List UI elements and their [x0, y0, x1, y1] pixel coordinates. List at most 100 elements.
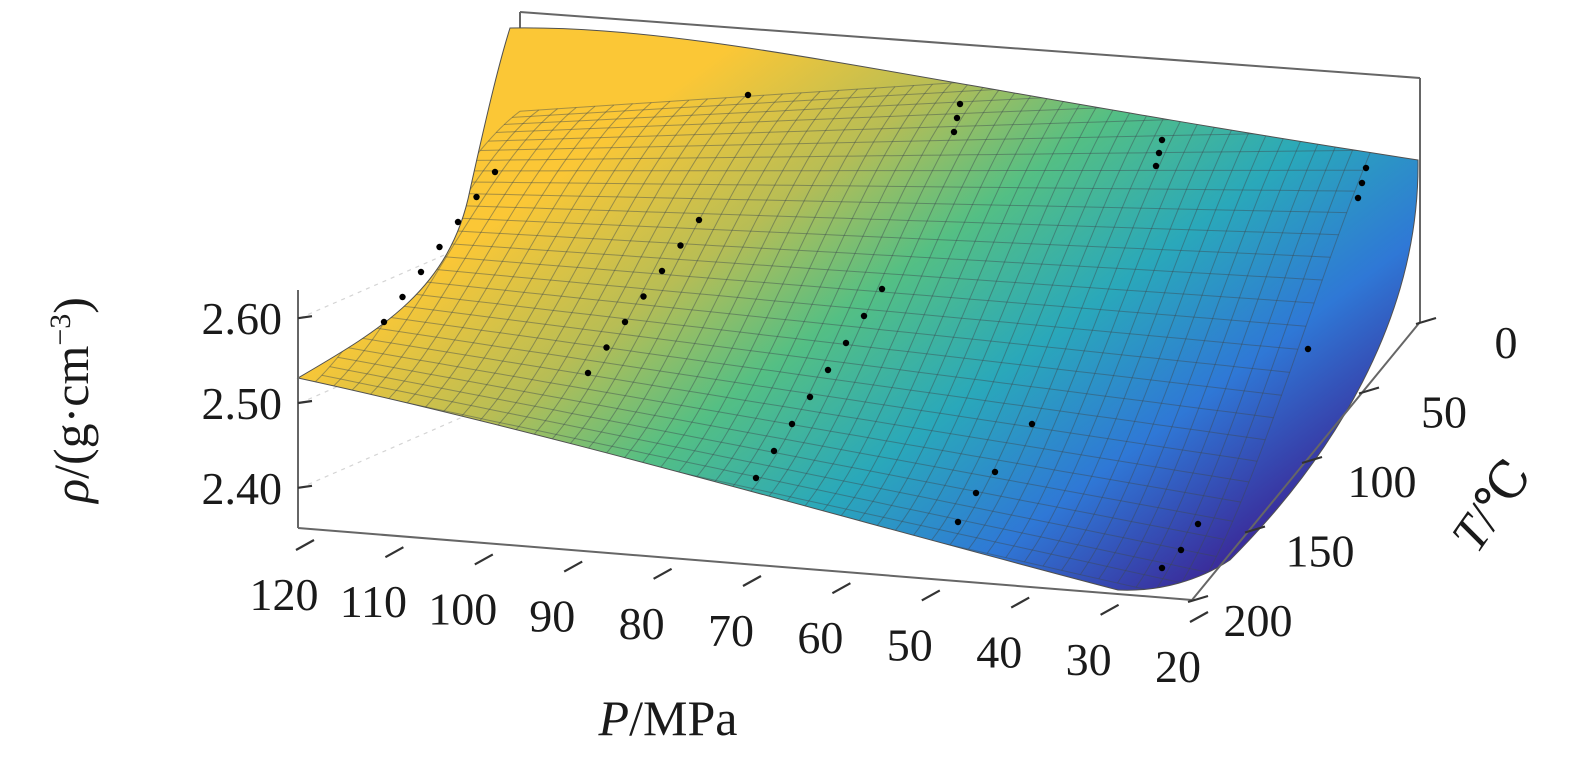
y-tick-mark — [1187, 594, 1209, 604]
mesh-line — [986, 65, 1215, 554]
mesh-line — [432, 216, 1331, 258]
mesh-line — [577, 92, 802, 461]
measured-point — [1158, 564, 1166, 572]
mesh-line — [856, 74, 1083, 525]
measured-point — [621, 318, 629, 326]
measured-point — [658, 267, 666, 275]
measured-point — [744, 91, 752, 99]
measured-point — [953, 114, 961, 122]
measured-point — [1362, 164, 1370, 172]
x-tick-label: 30 — [1066, 634, 1112, 685]
mesh-line — [558, 93, 783, 457]
mesh-line — [968, 66, 1196, 550]
measured-point — [584, 369, 592, 377]
x-tick-mark — [1100, 603, 1120, 616]
surface-fill — [296, 27, 1419, 591]
mesh-line — [416, 241, 1315, 304]
measured-point — [399, 293, 406, 301]
mesh-line — [440, 204, 1339, 236]
x-axis-ticks: 120 110 100 90 80 70 60 50 40 30 20 — [250, 539, 1209, 692]
y-tick-mark — [1244, 525, 1266, 534]
z-tick-label: 2.50 — [202, 378, 283, 429]
mesh-line — [369, 314, 1266, 441]
mesh-line — [707, 83, 933, 491]
mesh-line — [819, 76, 1046, 516]
mesh-line — [313, 382, 1209, 573]
y-tick-label: 200 — [1224, 595, 1293, 646]
mesh-line — [595, 91, 821, 465]
x-tick-label: 20 — [1155, 641, 1201, 692]
mesh-line — [321, 374, 1217, 557]
measured-point — [1155, 149, 1163, 157]
measured-point — [640, 293, 647, 300]
y-axis-title: T/℃ — [1440, 449, 1542, 561]
mesh-line — [472, 149, 1372, 161]
mesh-line — [893, 71, 1121, 533]
mesh-line — [1023, 63, 1252, 563]
x-tick-label: 110 — [340, 576, 407, 627]
mesh-line — [781, 78, 1008, 508]
mesh-line — [337, 356, 1233, 522]
mesh-line — [480, 130, 1380, 151]
y-tick-label: 100 — [1348, 456, 1417, 507]
x-tick-mark — [1189, 611, 1209, 623]
mesh-line — [408, 253, 1307, 327]
mesh-line — [424, 228, 1323, 281]
measured-point — [860, 312, 868, 320]
x-tick-mark — [295, 539, 315, 551]
measured-point — [950, 128, 958, 136]
mesh-line — [393, 278, 1290, 373]
mesh-line — [521, 96, 746, 448]
mesh-line — [465, 99, 690, 436]
measured-point — [603, 344, 610, 351]
mesh-line — [800, 77, 1027, 512]
measured-point — [1158, 136, 1166, 144]
mesh-line — [334, 108, 558, 406]
mesh-line — [483, 98, 708, 440]
x-tick-mark — [384, 546, 404, 559]
y-tick-mark — [1415, 316, 1437, 326]
measured-point — [1354, 194, 1362, 202]
mesh-line — [688, 85, 915, 486]
x-axis-unit: /MPa — [629, 690, 737, 746]
mesh-line — [614, 90, 840, 469]
y-tick-label: 0 — [1495, 317, 1518, 368]
mesh-line — [632, 88, 858, 474]
z-tick-mark — [297, 399, 313, 405]
mesh-line — [390, 104, 615, 419]
x-tick-mark — [474, 553, 494, 566]
z-axis-exponent: −3 — [44, 314, 77, 346]
mesh-line — [539, 94, 765, 453]
mesh-line — [670, 86, 896, 482]
measured-point — [1152, 162, 1160, 170]
measured-point — [1177, 546, 1185, 554]
measured-point — [878, 285, 886, 293]
x-tick-mark — [921, 589, 941, 602]
x-tick-label: 80 — [619, 598, 665, 649]
z-axis-var: ρ — [43, 479, 99, 505]
mesh-line — [401, 265, 1298, 350]
z-tick-label: 2.40 — [202, 463, 283, 514]
z-tick-mark — [297, 484, 313, 489]
measured-point — [842, 339, 850, 347]
mesh-line — [448, 192, 1347, 214]
measured-points — [380, 91, 1370, 572]
measured-point — [991, 468, 999, 476]
y-tick-mark — [1358, 386, 1380, 395]
y-tick-mark — [1301, 455, 1323, 465]
y-tick-label: 50 — [1421, 387, 1467, 438]
z-axis-title: ρ/(g·cm−3) — [43, 297, 99, 505]
x-tick-label: 40 — [976, 627, 1022, 678]
mesh-line — [949, 68, 1177, 546]
measured-point — [473, 193, 480, 201]
mesh-line — [502, 97, 727, 444]
mesh-line — [726, 82, 952, 495]
measured-point — [380, 318, 388, 326]
mesh-line — [353, 336, 1250, 483]
measured-point — [972, 489, 980, 497]
mesh-line — [446, 101, 671, 431]
measured-point — [491, 168, 499, 176]
measured-point — [1358, 179, 1366, 187]
